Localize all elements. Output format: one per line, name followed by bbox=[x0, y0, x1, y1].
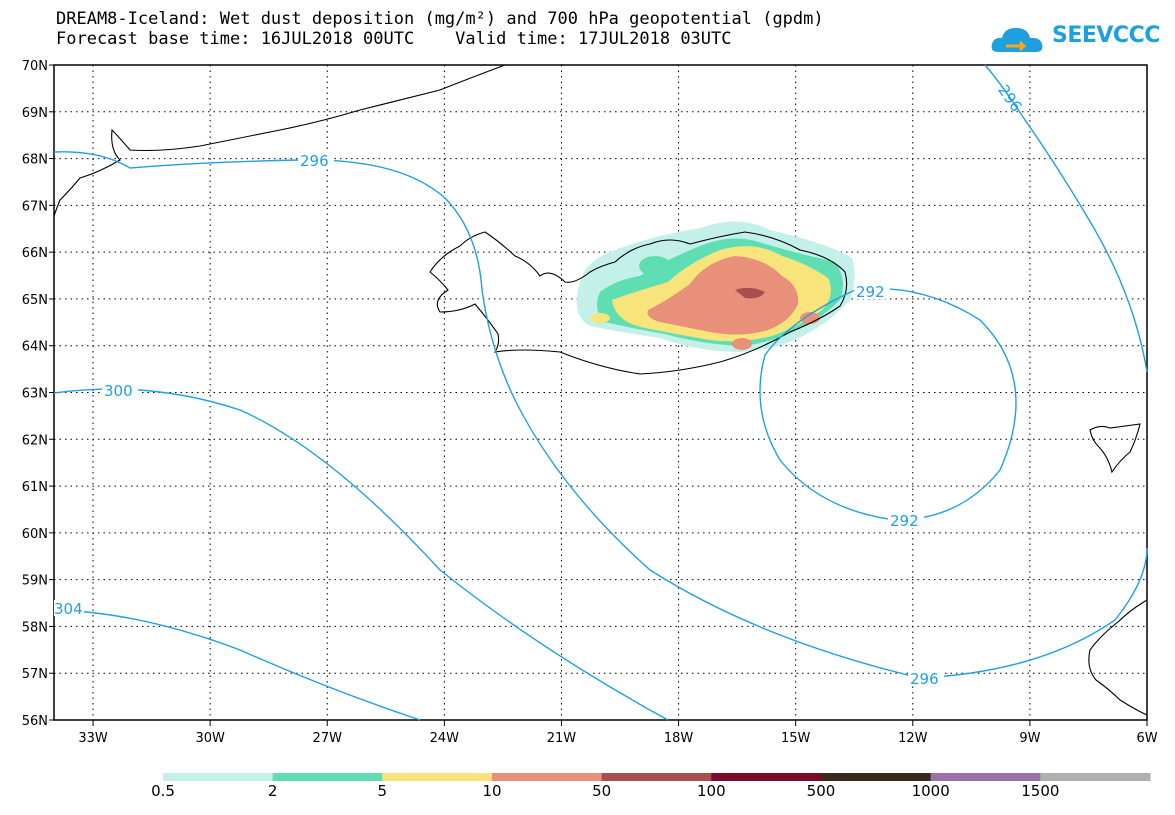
coastlines bbox=[53, 64, 1148, 716]
colorbar-segment bbox=[821, 773, 932, 781]
map-title-line-2: Forecast base time: 16JUL2018 00UTC Vali… bbox=[56, 29, 732, 49]
colorbar-label: 500 bbox=[806, 782, 836, 800]
seevccc-cloud-logo-icon bbox=[991, 28, 1043, 52]
lon-tick-label: 27W bbox=[313, 731, 343, 746]
lat-tick-label: 66N bbox=[22, 246, 48, 261]
colorbar-segment bbox=[272, 773, 383, 781]
contour-label-296-b: 296 bbox=[910, 670, 939, 688]
lon-tick-label: 6W bbox=[1136, 731, 1157, 746]
lat-tick-label: 68N bbox=[22, 153, 48, 168]
colorbar-segment bbox=[163, 773, 274, 781]
lon-tick-label: 33W bbox=[78, 731, 108, 746]
contour-label-296-a: 296 bbox=[300, 152, 329, 170]
colorbar-label: 0.5 bbox=[151, 782, 175, 800]
lat-tick-label: 57N bbox=[22, 667, 48, 682]
lat-tick-label: 60N bbox=[22, 527, 48, 542]
lon-tick-label: 15W bbox=[781, 731, 811, 746]
lon-tick-label: 12W bbox=[898, 731, 928, 746]
map-frame bbox=[53, 64, 1148, 721]
lat-tick-label: 58N bbox=[22, 620, 48, 635]
lon-tick-label: 24W bbox=[430, 731, 460, 746]
dust-deposition-field bbox=[576, 221, 855, 352]
contour-label-292-a: 292 bbox=[856, 283, 885, 301]
scotland-coast bbox=[1088, 599, 1148, 716]
colorbar-label: 2 bbox=[267, 782, 278, 800]
map-title-line-1: DREAM8-Iceland: Wet dust deposition (mg/… bbox=[56, 9, 824, 29]
grid-lines bbox=[54, 65, 1147, 720]
axis-ticks: 33W 30W 27W 24W 21W 18W 15W 12W 9W 6W 70N 69N 68N 67N… bbox=[22, 59, 1158, 746]
lon-tick-label: 18W bbox=[664, 731, 694, 746]
contour-300 bbox=[53, 388, 669, 721]
faroe-coast bbox=[1089, 423, 1141, 474]
lon-tick-label: 21W bbox=[547, 731, 577, 746]
contour-296-east bbox=[984, 64, 1148, 373]
contour-label-300: 300 bbox=[104, 382, 133, 400]
contour-label-292-b: 292 bbox=[890, 512, 919, 530]
lat-tick-label: 65N bbox=[22, 293, 48, 308]
lat-tick-label: 64N bbox=[22, 340, 48, 355]
iceland-coast bbox=[429, 231, 848, 375]
lat-tick-label: 63N bbox=[22, 387, 48, 402]
lat-tick-label: 59N bbox=[22, 574, 48, 589]
colorbar bbox=[163, 773, 1151, 781]
colorbar-segment bbox=[601, 773, 712, 781]
colorbar-segment bbox=[382, 773, 493, 781]
lat-tick-label: 70N bbox=[22, 59, 48, 74]
colorbar-label: 100 bbox=[697, 782, 726, 800]
lon-tick-label: 9W bbox=[1019, 731, 1040, 746]
colorbar-label: 1000 bbox=[911, 782, 950, 800]
colorbar-segment bbox=[492, 773, 603, 781]
lat-tick-label: 56N bbox=[22, 714, 48, 729]
logo-text: SEEVCCC bbox=[1052, 23, 1160, 48]
lat-tick-label: 67N bbox=[22, 199, 48, 214]
colorbar-segment bbox=[1040, 773, 1151, 781]
colorbar-label: 10 bbox=[482, 782, 502, 800]
contour-304 bbox=[53, 609, 421, 721]
lat-tick-label: 61N bbox=[22, 480, 48, 495]
colorbar-label: 5 bbox=[377, 782, 388, 800]
colorbar-segment bbox=[930, 773, 1041, 781]
lat-tick-label: 69N bbox=[22, 106, 48, 121]
colorbar-label: 50 bbox=[592, 782, 612, 800]
greenland-coast bbox=[53, 64, 506, 217]
dust-level-50 bbox=[735, 287, 765, 299]
lat-tick-label: 62N bbox=[22, 433, 48, 448]
colorbar-label: 1500 bbox=[1021, 782, 1060, 800]
contour-labels: 296 292 300 304 292 296 296 bbox=[54, 81, 1025, 688]
contour-296-west bbox=[53, 151, 1148, 679]
colorbar-segment bbox=[711, 773, 822, 781]
lon-tick-label: 30W bbox=[195, 731, 225, 746]
dust-level-10 bbox=[647, 256, 799, 335]
contour-label-304: 304 bbox=[54, 600, 83, 618]
